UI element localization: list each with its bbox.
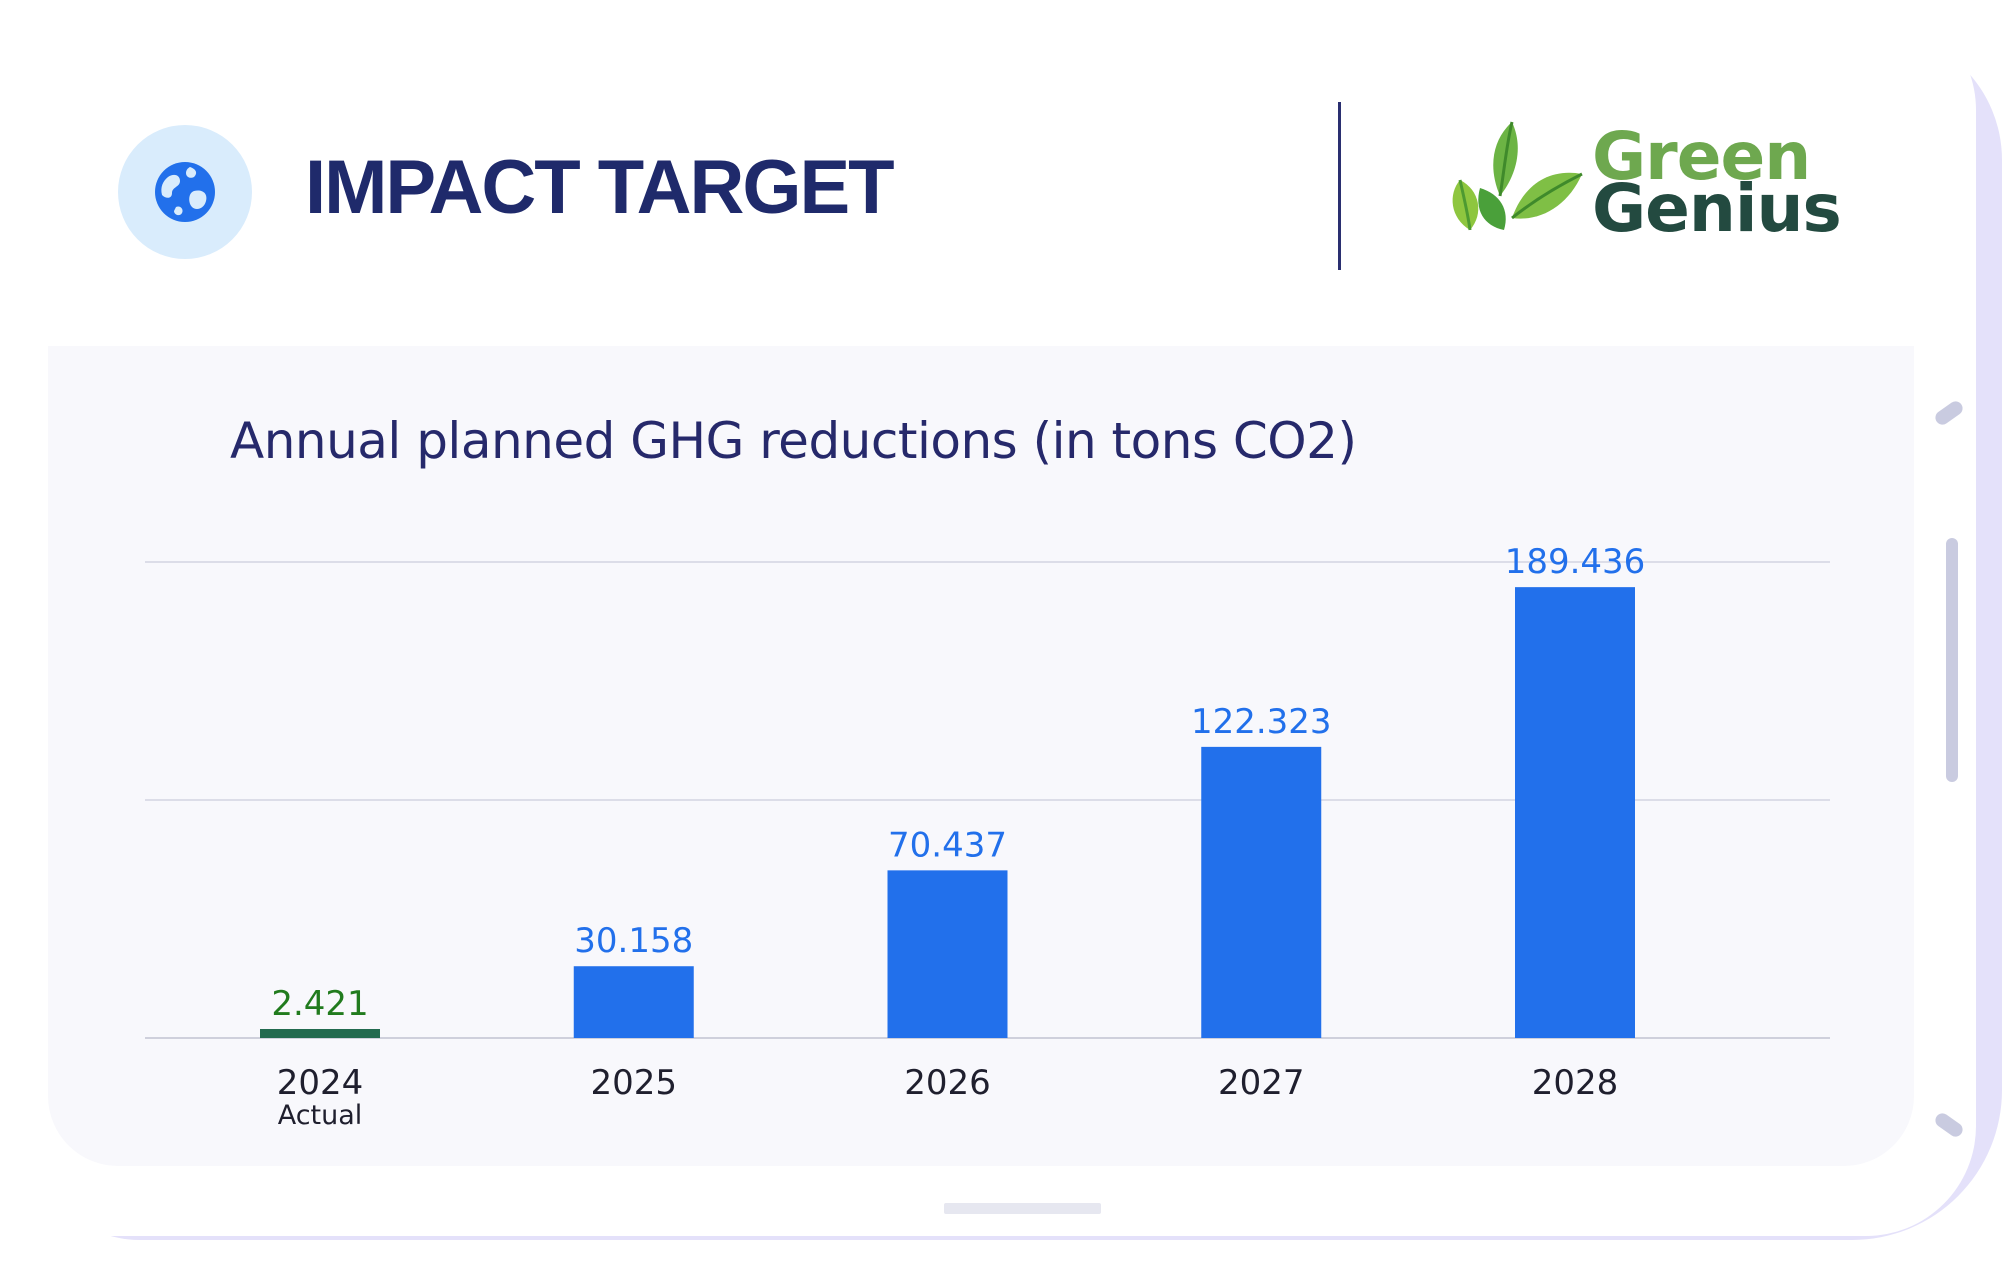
home-indicator[interactable] — [944, 1203, 1101, 1214]
data-label: 30.158 — [574, 921, 693, 961]
bar — [1515, 587, 1635, 1038]
data-label: 122.323 — [1191, 702, 1332, 742]
tick-label: 2025 — [590, 1063, 677, 1103]
data-label: 70.437 — [888, 825, 1007, 865]
data-label: 2.421 — [271, 984, 368, 1024]
page-title: IMPACT TARGET — [305, 145, 895, 230]
tick-label: 2026 — [904, 1063, 991, 1103]
bar — [887, 870, 1008, 1038]
device-frame: IMPACT TARGET Green Genius Annual planne… — [118, 102, 1842, 1214]
bar — [260, 1029, 380, 1038]
tick-sublabel: Actual — [278, 1100, 363, 1131]
data-label: 189.436 — [1505, 542, 1646, 582]
header-divider — [1338, 102, 1341, 270]
bar — [1201, 746, 1322, 1038]
tick-label: 2024 — [277, 1063, 364, 1103]
chart-title: Annual planned GHG reductions (in tons C… — [230, 412, 1357, 470]
brand-name-line2: Genius — [1592, 170, 1842, 247]
globe-icon-badge — [118, 125, 252, 259]
tick-label: 2028 — [1532, 1063, 1619, 1103]
brand-name-line1: Green — [1592, 118, 1811, 195]
tick-label: 2027 — [1218, 1063, 1305, 1103]
globe-icon — [155, 162, 215, 222]
leaves-logo — [1452, 121, 1583, 231]
brand-name: Green Genius — [1592, 118, 1842, 247]
bar — [573, 966, 694, 1038]
scrollbar[interactable] — [1946, 538, 1958, 782]
